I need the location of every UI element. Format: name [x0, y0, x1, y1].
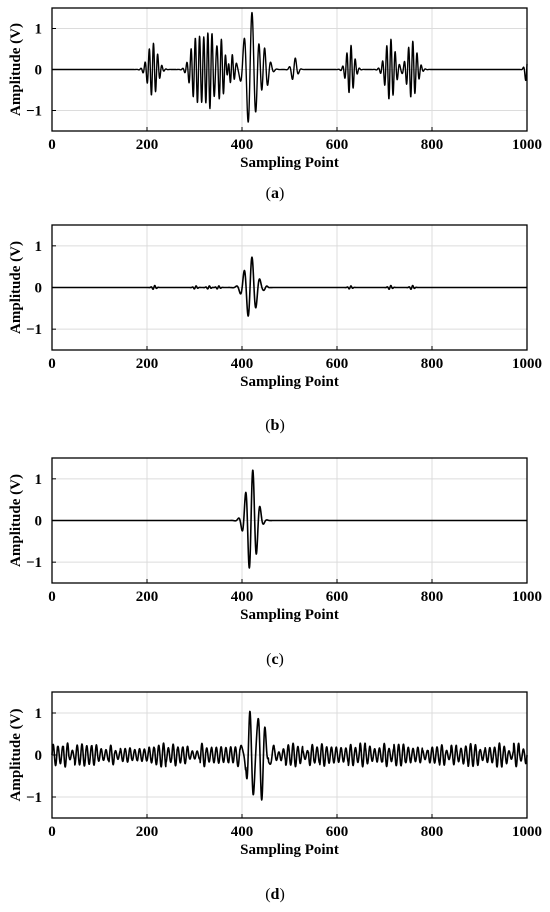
chart-panel-c: 0 200 400 600 800 1000 −1 0 1 Sampling Point Ampli… — [8, 457, 542, 668]
y-axis-label: Amplitude (V) — [8, 474, 24, 567]
panel-caption: (c) — [266, 651, 284, 668]
series-line — [51, 256, 528, 317]
y-axis-label: Amplitude (V) — [8, 709, 24, 802]
y-tick-label: 1 — [35, 22, 43, 38]
chart-panel-b: 0 200 400 600 800 1000 −1 0 1 Sampling Point Ampli… — [8, 224, 542, 434]
x-tick-label: 800 — [421, 824, 444, 840]
panel-caption: (b) — [265, 417, 285, 434]
y-tick-label: −1 — [26, 790, 42, 806]
x-tick-label: 1000 — [512, 137, 542, 153]
x-tick-label: 800 — [421, 589, 444, 605]
y-tick-label: −1 — [26, 555, 42, 571]
chart-panel-d: 0 200 400 600 800 1000 −1 0 1 Sampling Point Ampli… — [8, 691, 542, 903]
chart-panel-a: 0 200 400 600 800 1000 −1 0 1 Sampling Point Ampli… — [8, 7, 542, 202]
x-axis-label: Sampling Point — [240, 155, 339, 171]
x-axis-label: Sampling Point — [240, 607, 339, 623]
x-tick-label: 400 — [231, 824, 254, 840]
y-axis-label: Amplitude (V) — [8, 23, 24, 116]
x-tick-label: 200 — [136, 356, 159, 372]
x-tick-label: 0 — [48, 137, 56, 153]
x-tick-label: 1000 — [512, 589, 542, 605]
x-tick-label: 600 — [326, 589, 349, 605]
y-tick-label: −1 — [26, 322, 42, 338]
x-tick-label: 0 — [48, 824, 56, 840]
x-axis-label: Sampling Point — [240, 842, 339, 858]
y-tick-label: 0 — [35, 281, 43, 297]
x-tick-label: 200 — [136, 589, 159, 605]
y-tick-label: −1 — [26, 104, 42, 120]
x-tick-label: 1000 — [512, 824, 542, 840]
y-tick-label: 1 — [35, 706, 43, 722]
x-tick-label: 600 — [326, 137, 349, 153]
panel-caption: (d) — [265, 886, 285, 903]
x-tick-label: 400 — [231, 589, 254, 605]
x-tick-label: 800 — [421, 356, 444, 372]
x-tick-label: 1000 — [512, 356, 542, 372]
x-tick-label: 400 — [231, 356, 254, 372]
x-axis-label: Sampling Point — [240, 374, 339, 390]
series-line — [51, 11, 528, 123]
y-tick-label: 0 — [35, 514, 43, 530]
y-tick-label: 0 — [35, 63, 43, 79]
y-tick-label: 1 — [35, 472, 43, 488]
series-line — [51, 469, 528, 569]
x-tick-label: 800 — [421, 137, 444, 153]
x-tick-label: 0 — [48, 589, 56, 605]
x-tick-label: 0 — [48, 356, 56, 372]
x-tick-label: 200 — [136, 824, 159, 840]
series-line — [51, 710, 528, 801]
x-tick-label: 200 — [136, 137, 159, 153]
x-tick-label: 600 — [326, 356, 349, 372]
x-tick-label: 400 — [231, 137, 254, 153]
y-axis-label: Amplitude (V) — [8, 241, 24, 334]
y-tick-label: 1 — [35, 239, 43, 255]
y-tick-label: 0 — [35, 748, 43, 764]
panel-caption: (a) — [266, 185, 285, 202]
x-tick-label: 600 — [326, 824, 349, 840]
